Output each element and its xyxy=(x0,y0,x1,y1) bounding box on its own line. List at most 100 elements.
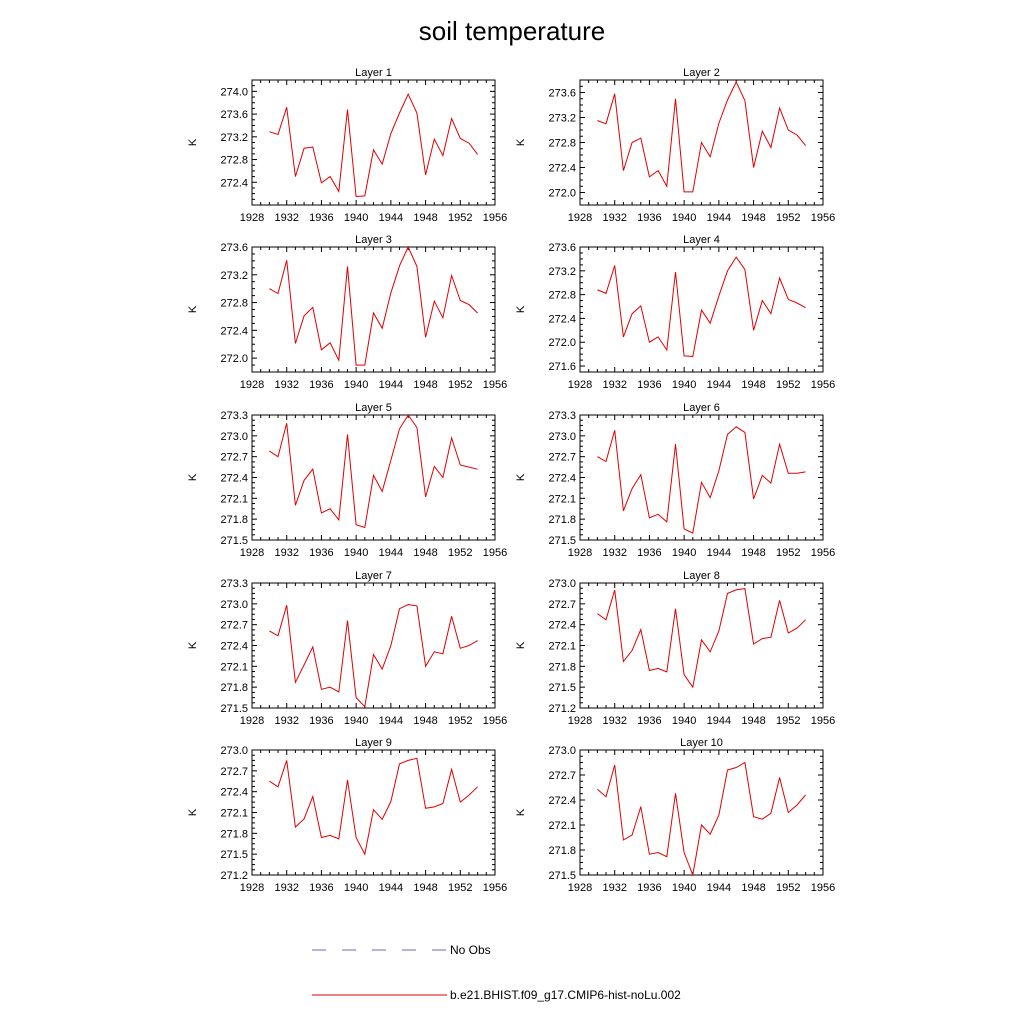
panel-title: Layer 2 xyxy=(683,67,720,79)
series-line xyxy=(597,80,806,193)
y-tick-label: 271.8 xyxy=(220,514,248,526)
y-tick-label: 272.1 xyxy=(548,820,576,832)
x-tick-label: 1944 xyxy=(379,212,403,224)
y-axis-label: K xyxy=(515,641,527,649)
y-tick-label: 273.2 xyxy=(548,266,576,278)
y-tick-label: 271.2 xyxy=(220,870,248,882)
y-tick-label: 272.7 xyxy=(220,452,248,464)
x-tick-label: 1944 xyxy=(379,547,403,559)
x-tick-label: 1948 xyxy=(413,882,437,894)
series-line xyxy=(597,761,806,877)
x-tick-label: 1928 xyxy=(240,882,264,894)
y-tick-label: 272.1 xyxy=(220,808,248,820)
panel-layer-6: Layer 6 1928 1932 1936 1940 1944 1948 1952 1956 2… xyxy=(515,402,835,559)
y-tick-label: 273.2 xyxy=(220,270,248,282)
y-tick-label: 272.4 xyxy=(548,795,576,807)
series-line xyxy=(597,426,806,534)
panel-title: Layer 9 xyxy=(355,737,392,749)
x-tick-label: 1940 xyxy=(672,547,696,559)
x-tick-label: 1940 xyxy=(672,882,696,894)
x-tick-label: 1952 xyxy=(776,547,800,559)
x-tick-label: 1944 xyxy=(379,715,403,727)
y-tick-label: 272.4 xyxy=(220,473,248,485)
series-line xyxy=(269,414,478,529)
y-tick-label: 272.1 xyxy=(220,493,248,505)
x-tick-label: 1952 xyxy=(776,715,800,727)
y-tick-label: 273.3 xyxy=(548,410,576,422)
x-tick-label: 1940 xyxy=(344,882,368,894)
x-tick-label: 1932 xyxy=(602,547,626,559)
y-tick-label: 272.4 xyxy=(220,787,248,799)
x-tick-label: 1928 xyxy=(240,547,264,559)
x-tick-label: 1932 xyxy=(274,212,298,224)
x-tick-label: 1940 xyxy=(344,547,368,559)
x-tick-label: 1956 xyxy=(483,379,507,391)
x-tick-label: 1948 xyxy=(741,882,765,894)
y-tick-label: 271.5 xyxy=(548,535,576,547)
x-tick-label: 1956 xyxy=(483,212,507,224)
x-tick-label: 1952 xyxy=(448,212,472,224)
x-tick-label: 1956 xyxy=(811,379,835,391)
series-line xyxy=(269,757,478,856)
panel-layer-9: Layer 9 1928 1932 1936 1940 1944 1948 1952 1956 2… xyxy=(187,737,507,894)
x-tick-label: 1936 xyxy=(637,882,661,894)
y-axis-label: K xyxy=(187,808,199,816)
x-tick-label: 1948 xyxy=(413,212,437,224)
panel-title: Layer 5 xyxy=(355,402,392,414)
y-tick-label: 271.5 xyxy=(220,703,248,715)
x-tick-label: 1936 xyxy=(637,715,661,727)
x-tick-label: 1940 xyxy=(344,379,368,391)
x-tick-label: 1952 xyxy=(776,882,800,894)
x-tick-label: 1952 xyxy=(448,882,472,894)
x-tick-label: 1932 xyxy=(602,715,626,727)
plot-frame xyxy=(251,749,496,876)
x-tick-label: 1948 xyxy=(741,715,765,727)
x-tick-label: 1956 xyxy=(483,715,507,727)
series-line xyxy=(597,588,806,689)
series-line xyxy=(597,256,806,358)
series-line xyxy=(269,603,478,708)
y-tick-label: 273.3 xyxy=(220,578,248,590)
x-tick-label: 1940 xyxy=(672,379,696,391)
x-tick-label: 1940 xyxy=(672,212,696,224)
legend-label-model: b.e21.BHIST.f09_g17.CMIP6-hist-noLu.002 xyxy=(450,988,681,1002)
y-tick-label: 273.6 xyxy=(548,88,576,100)
y-tick-label: 272.7 xyxy=(220,766,248,778)
panel-title: Layer 7 xyxy=(355,570,392,582)
x-tick-label: 1936 xyxy=(637,212,661,224)
x-tick-label: 1944 xyxy=(707,212,731,224)
x-tick-label: 1928 xyxy=(568,547,592,559)
y-tick-label: 273.6 xyxy=(548,242,576,254)
panel-layer-1: Layer 1 1928 1932 1936 1940 1944 1948 1952 1956 2… xyxy=(187,67,507,224)
x-tick-label: 1940 xyxy=(672,715,696,727)
x-tick-label: 1948 xyxy=(413,547,437,559)
x-tick-label: 1952 xyxy=(776,379,800,391)
y-tick-label: 272.1 xyxy=(220,661,248,673)
x-tick-label: 1936 xyxy=(309,715,333,727)
panel-title: Layer 1 xyxy=(355,67,392,79)
panel-layer-2: Layer 2 1928 1932 1936 1940 1944 1948 1952 1956 2… xyxy=(515,67,835,224)
plot-frame xyxy=(579,414,824,541)
x-tick-label: 1948 xyxy=(413,715,437,727)
x-tick-label: 1944 xyxy=(379,882,403,894)
panel-layer-10: Layer 10 1928 1932 1936 1940 1944 1948 1952 1956… xyxy=(515,737,835,894)
x-tick-label: 1952 xyxy=(448,715,472,727)
x-tick-label: 1944 xyxy=(707,379,731,391)
y-tick-label: 271.5 xyxy=(220,535,248,547)
y-tick-label: 271.5 xyxy=(548,682,576,694)
y-tick-label: 271.5 xyxy=(220,849,248,861)
y-tick-label: 271.8 xyxy=(548,514,576,526)
x-tick-label: 1928 xyxy=(240,379,264,391)
panel-layer-8: Layer 8 1928 1932 1936 1940 1944 1948 1952 1956 2… xyxy=(515,570,835,727)
x-tick-label: 1932 xyxy=(274,882,298,894)
series-line xyxy=(269,245,478,366)
legend: No Obs b.e21.BHIST.f09_g17.CMIP6-hist-no… xyxy=(312,943,681,1002)
plot-frame xyxy=(579,749,824,876)
y-axis-label: K xyxy=(515,138,527,146)
x-tick-label: 1952 xyxy=(448,547,472,559)
x-tick-label: 1932 xyxy=(274,547,298,559)
panel-title: Layer 6 xyxy=(683,402,720,414)
x-tick-label: 1928 xyxy=(568,212,592,224)
x-tick-label: 1952 xyxy=(448,379,472,391)
